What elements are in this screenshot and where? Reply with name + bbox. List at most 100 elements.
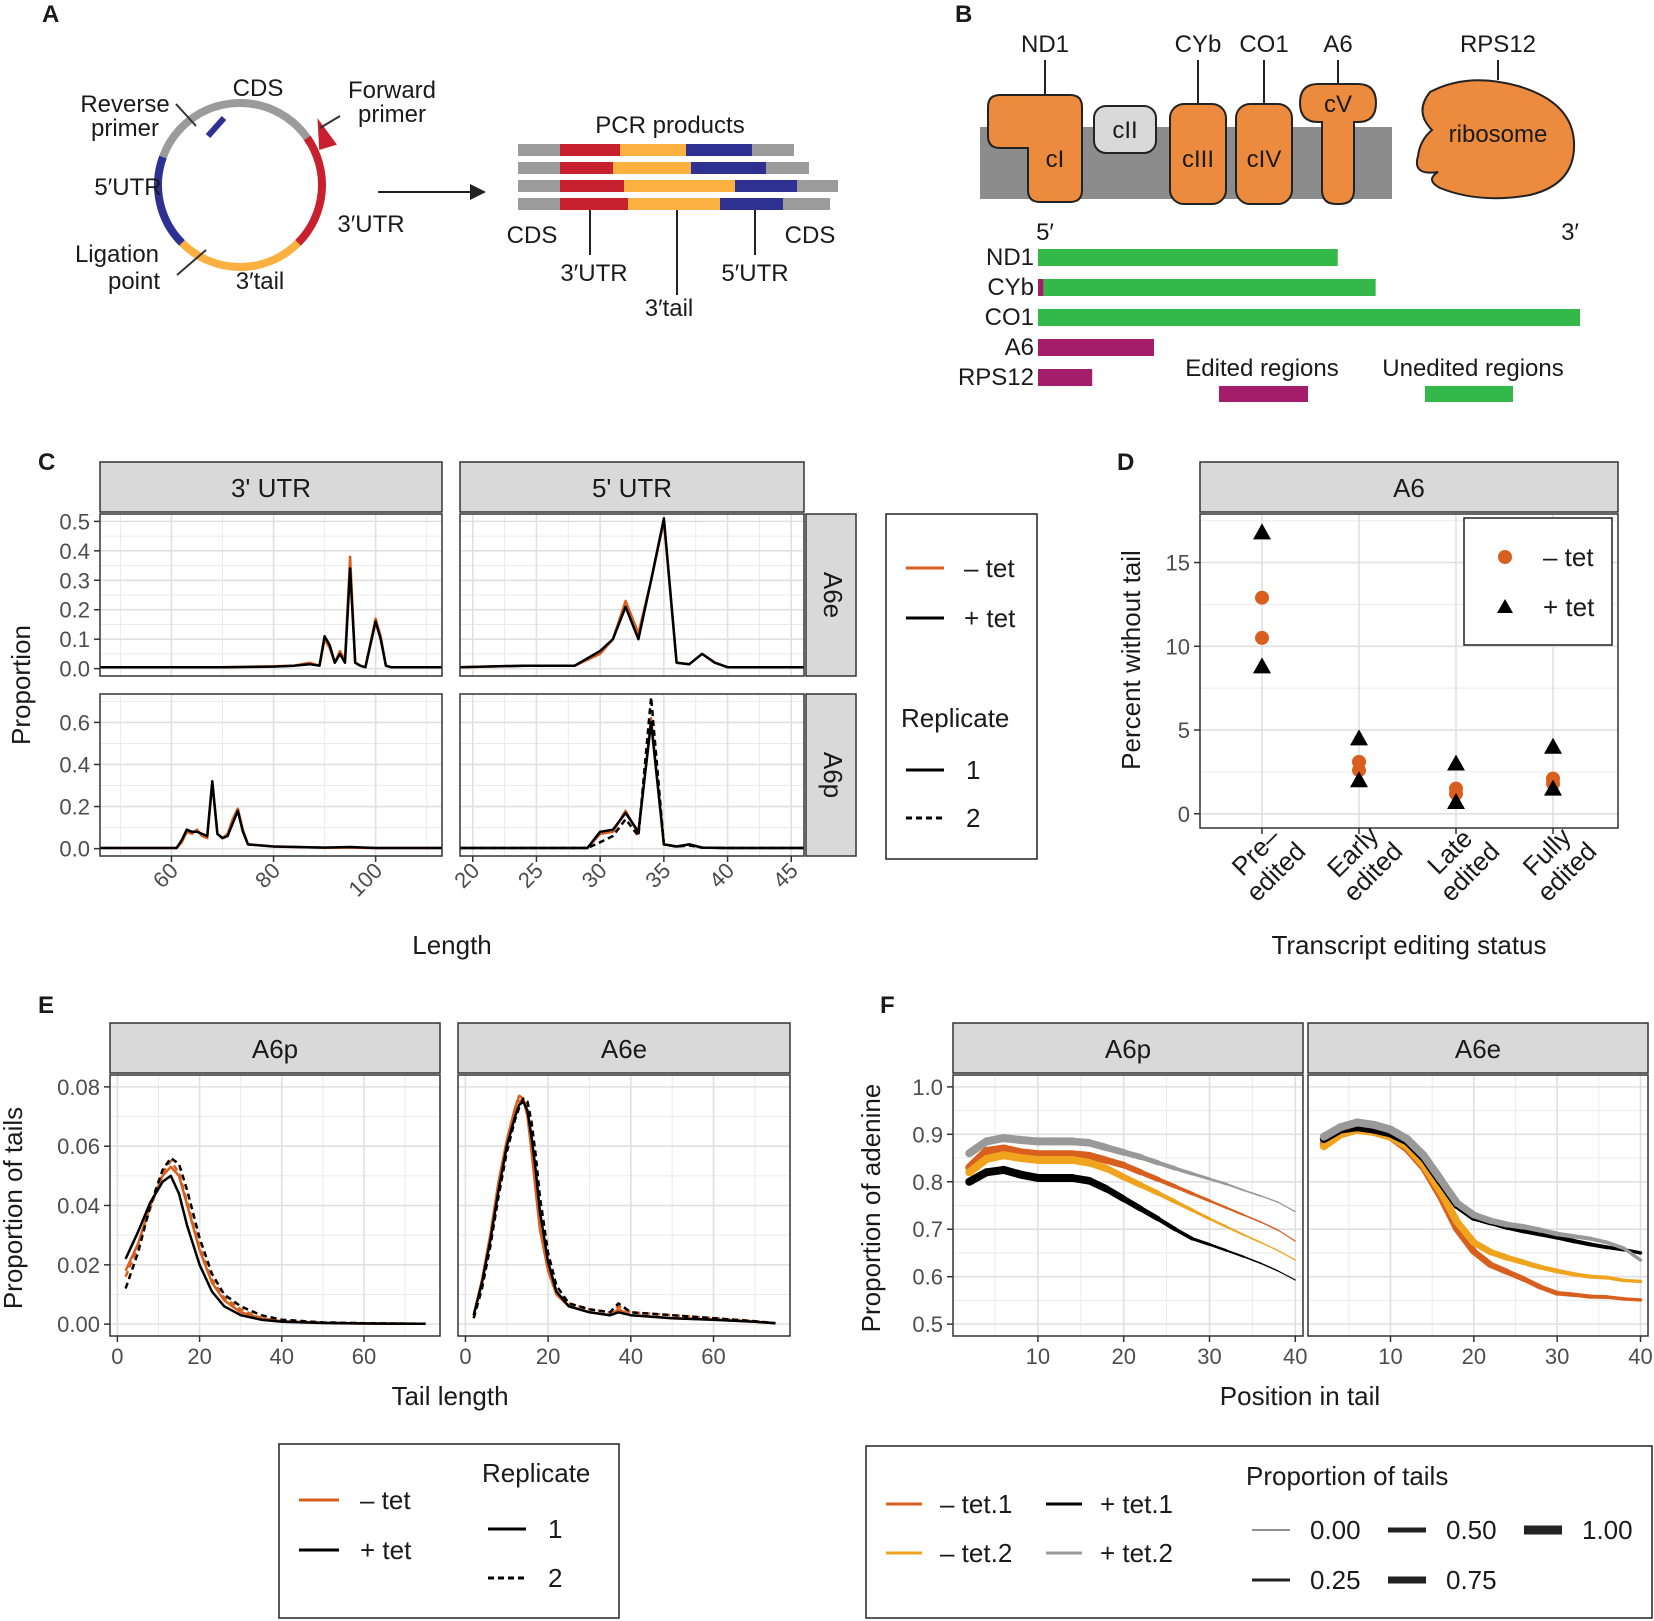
f-legend-s3-label: + tet.1 bbox=[1100, 1489, 1173, 1519]
pcr-row-1-utr3 bbox=[560, 144, 620, 156]
series-segment--tet-1 bbox=[1155, 1216, 1178, 1232]
panel-a: CDS Forward primer Reverse primer 5′UTR … bbox=[75, 75, 838, 322]
point-plus-tet bbox=[1544, 779, 1562, 796]
panel-label-c: C bbox=[38, 449, 55, 476]
point-plus-tet bbox=[1544, 737, 1562, 754]
series-segment--tet-1 bbox=[1173, 1184, 1195, 1196]
pcr-label-3tail: 3′tail bbox=[645, 295, 694, 322]
complex-ii-shape bbox=[1093, 105, 1157, 154]
y-tick-label: 0.3 bbox=[59, 568, 90, 593]
series-segment--tet-2 bbox=[1403, 1135, 1428, 1160]
plot-c-a6p-3utr: 60 80 100 0.0 0.2 0.4 0.6 bbox=[59, 693, 443, 901]
ribosome-label: ribosome bbox=[1449, 121, 1548, 148]
transcript-label-a6: A6 bbox=[1005, 334, 1034, 361]
series-segment--tet-2 bbox=[1554, 1268, 1577, 1277]
series-segment--tet-1 bbox=[1521, 1276, 1544, 1290]
series-segment--tet-1 bbox=[1103, 1185, 1128, 1203]
e-xlabel: Tail length bbox=[391, 1381, 508, 1411]
f-ylabel: Proportion of adenine bbox=[856, 1084, 886, 1333]
x-tick-label: 60 bbox=[148, 858, 183, 893]
pcr-label-cds-right: CDS bbox=[785, 222, 836, 249]
panel-d: A6 0 5 10 15 Percent without tail Transcrip… bbox=[1116, 461, 1619, 960]
plot-e-a6e: 0 20 40 60 bbox=[457, 1074, 791, 1369]
complex-iii-label: cIII bbox=[1182, 146, 1214, 173]
x-tick-label: 40 bbox=[704, 858, 739, 893]
x-tick-label: 40 bbox=[619, 1344, 643, 1369]
series-segment--tet-2 bbox=[1419, 1151, 1445, 1184]
transcript-label-rps12: RPS12 bbox=[958, 364, 1034, 391]
pcr-products bbox=[518, 144, 838, 210]
pcr-row-3-cds-end bbox=[797, 180, 838, 192]
reverse-primer-arrow-icon bbox=[205, 116, 227, 138]
top-label-rps12: RPS12 bbox=[1460, 31, 1536, 58]
strip-c-3utr-label: 3' UTR bbox=[231, 473, 311, 503]
x-tick-label: 0 bbox=[459, 1344, 471, 1369]
point-minus-tet bbox=[1255, 590, 1269, 605]
series-segment--tet-1 bbox=[1571, 1238, 1593, 1247]
legend-unedited-label: Unedited regions bbox=[1382, 355, 1563, 382]
label-point: point bbox=[108, 268, 160, 295]
ribosome-shape bbox=[1416, 79, 1576, 200]
y-tick-label: 0.9 bbox=[912, 1122, 943, 1147]
arc-cds-left bbox=[159, 121, 188, 159]
panel-label-d: D bbox=[1117, 449, 1134, 476]
ligation-pointer bbox=[176, 249, 207, 276]
plot-border bbox=[1199, 513, 1619, 829]
series-segment--tet-2 bbox=[1260, 1241, 1279, 1252]
x-tick-label: 20 bbox=[1111, 1344, 1135, 1369]
pcr-row-4-cds-end bbox=[783, 198, 830, 210]
label-reverse: Reverse bbox=[80, 91, 169, 118]
point-plus-tet bbox=[1350, 729, 1368, 746]
arc-3utr bbox=[295, 135, 326, 246]
series-segment--tet-2 bbox=[1190, 1172, 1212, 1181]
series-segment--tet-2 bbox=[1173, 1199, 1195, 1213]
y-tick-label: 0.02 bbox=[57, 1253, 100, 1278]
complex-ii-label: cII bbox=[1112, 117, 1137, 144]
panel-label-a: A bbox=[42, 1, 59, 28]
d-legend-box bbox=[1463, 517, 1613, 646]
series-segment--tet-1 bbox=[1242, 1214, 1262, 1223]
forward-primer-arrow-icon bbox=[317, 118, 337, 150]
f-legend-w100-label: 1.00 bbox=[1582, 1515, 1633, 1545]
series-segment--tet-2 bbox=[1605, 1275, 1626, 1283]
series-segment--tet-2 bbox=[1470, 1239, 1494, 1256]
series-segment--tet-2 bbox=[1419, 1161, 1445, 1196]
series-line--tet-rep1 bbox=[100, 567, 442, 669]
d-xlabel: Transcript editing status bbox=[1271, 930, 1546, 960]
label-ligation: Ligation bbox=[75, 241, 159, 268]
series-segment--tet-1 bbox=[1554, 1235, 1577, 1244]
series-segment--tet-1 bbox=[1571, 1292, 1593, 1299]
arc-5utr bbox=[154, 155, 185, 246]
series-line--tet-rep1 bbox=[459, 517, 804, 669]
point-plus-tet bbox=[1253, 657, 1271, 674]
point-minus-tet bbox=[1255, 630, 1269, 645]
top-label-co1: CO1 bbox=[1239, 31, 1288, 58]
pcr-row-2-utr3 bbox=[560, 162, 613, 174]
pcr-title: PCR products bbox=[595, 112, 744, 139]
series-segment--tet-2 bbox=[1487, 1217, 1511, 1228]
point-plus-tet bbox=[1447, 793, 1465, 810]
e-legend-rep2-label: 2 bbox=[548, 1563, 562, 1593]
pcr-row-1-tail bbox=[620, 144, 686, 156]
x-tick-label: 20 bbox=[449, 858, 484, 893]
x-tick-label: 60 bbox=[701, 1344, 725, 1369]
c-legend-rep1-label: 1 bbox=[966, 755, 980, 785]
plot-border bbox=[952, 1074, 1304, 1337]
transcript-unedited-cyb bbox=[1043, 279, 1376, 296]
series-segment--tet-2 bbox=[1622, 1278, 1643, 1284]
y-tick-label: 1.0 bbox=[912, 1075, 943, 1100]
transcript-unedited-nd1 bbox=[1038, 249, 1338, 266]
c-legend-minus-label: – tet bbox=[964, 553, 1015, 583]
y-tick-label: 0.4 bbox=[59, 752, 90, 777]
pcr-row-3-cds bbox=[518, 180, 560, 192]
d-legend-triangle-icon bbox=[1497, 599, 1513, 613]
series-segment--tet-2 bbox=[1571, 1234, 1593, 1241]
series-segment--tet-2 bbox=[1242, 1189, 1262, 1197]
series-segment--tet-1 bbox=[1504, 1269, 1527, 1282]
plot-c-a6e-3utr: 0.0 0.1 0.2 0.3 0.4 0.5 bbox=[59, 509, 443, 682]
e-legend-plus-label: + tet bbox=[360, 1535, 412, 1565]
series-segment--tet-2 bbox=[1622, 1246, 1643, 1262]
series-line--tet-rep2 bbox=[472, 1097, 776, 1325]
series-segment--tet-2 bbox=[1436, 1175, 1461, 1207]
